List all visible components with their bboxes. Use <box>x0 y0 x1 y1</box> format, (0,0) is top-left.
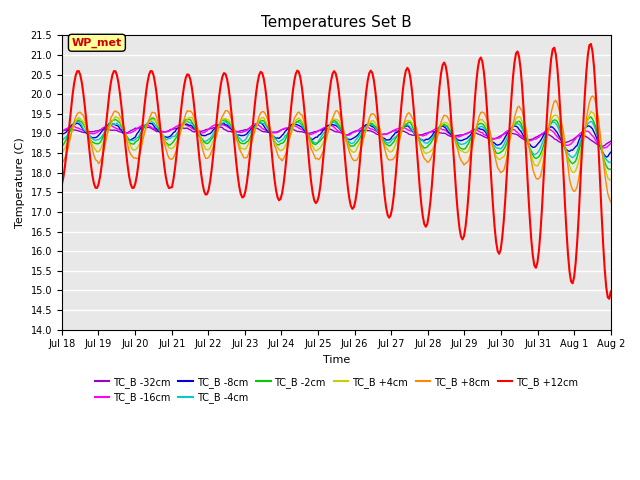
TC_B -8cm <box>300 126 307 132</box>
TC_B +8cm <box>125 148 133 154</box>
TC_B +4cm <box>221 116 229 121</box>
TC_B -8cm <box>607 149 614 155</box>
TC_B -2cm <box>58 142 66 148</box>
TC_B +4cm <box>58 149 66 155</box>
TC_B +4cm <box>249 131 257 137</box>
TC_B -32cm <box>241 127 249 132</box>
TC_B -32cm <box>251 125 259 131</box>
TC_B -4cm <box>58 137 66 143</box>
TC_B -32cm <box>578 132 586 138</box>
TC_B -16cm <box>601 145 609 151</box>
TC_B -8cm <box>249 124 257 130</box>
Title: Temperatures Set B: Temperatures Set B <box>261 15 412 30</box>
TC_B -8cm <box>125 137 133 143</box>
TC_B -2cm <box>298 120 306 126</box>
TC_B +12cm <box>577 183 584 189</box>
Line: TC_B -16cm: TC_B -16cm <box>62 124 611 148</box>
TC_B -16cm <box>607 140 614 146</box>
TC_B +8cm <box>607 199 614 205</box>
Line: TC_B +12cm: TC_B +12cm <box>62 44 611 299</box>
TC_B -2cm <box>607 166 614 172</box>
TC_B -8cm <box>578 131 586 137</box>
TC_B +4cm <box>298 119 306 125</box>
TC_B -32cm <box>214 124 221 130</box>
TC_B -2cm <box>221 117 229 123</box>
Line: TC_B -2cm: TC_B -2cm <box>62 117 611 169</box>
TC_B +8cm <box>589 93 596 99</box>
TC_B -16cm <box>252 121 260 127</box>
TC_B +8cm <box>58 158 66 164</box>
TC_B +12cm <box>240 193 248 199</box>
TC_B +4cm <box>125 140 133 145</box>
TC_B +12cm <box>298 85 306 91</box>
TC_B -16cm <box>125 130 133 136</box>
TC_B -4cm <box>74 118 81 124</box>
TC_B +12cm <box>605 296 613 301</box>
TC_B -2cm <box>240 141 248 146</box>
TC_B +12cm <box>587 41 595 47</box>
TC_B +4cm <box>607 177 614 183</box>
TC_B -16cm <box>240 129 248 134</box>
Legend: TC_B -32cm, TC_B -16cm, TC_B -8cm, TC_B -4cm, TC_B -2cm, TC_B +4cm, TC_B +8cm, T: TC_B -32cm, TC_B -16cm, TC_B -8cm, TC_B … <box>91 373 582 407</box>
TC_B -16cm <box>300 128 307 133</box>
Line: TC_B -32cm: TC_B -32cm <box>62 127 611 146</box>
TC_B -4cm <box>300 125 307 131</box>
TC_B +4cm <box>577 151 584 157</box>
TC_B -2cm <box>587 114 595 120</box>
TC_B -2cm <box>577 143 584 149</box>
Text: WP_met: WP_met <box>72 37 122 48</box>
Y-axis label: Temperature (C): Temperature (C) <box>15 137 25 228</box>
TC_B +12cm <box>249 120 257 125</box>
TC_B -8cm <box>602 154 610 160</box>
TC_B -4cm <box>241 137 249 143</box>
TC_B +4cm <box>240 146 248 152</box>
TC_B -32cm <box>223 128 231 134</box>
TC_B +8cm <box>240 155 248 161</box>
TC_B -4cm <box>605 160 613 166</box>
TC_B +12cm <box>58 181 66 187</box>
TC_B -8cm <box>240 132 248 138</box>
Line: TC_B -8cm: TC_B -8cm <box>62 123 611 157</box>
TC_B +8cm <box>221 108 229 113</box>
TC_B -32cm <box>598 144 605 149</box>
TC_B -2cm <box>125 139 133 145</box>
TC_B -32cm <box>58 128 66 133</box>
TC_B +8cm <box>298 112 306 118</box>
TC_B -16cm <box>221 123 229 129</box>
TC_B +8cm <box>577 166 584 172</box>
TC_B -16cm <box>58 128 66 133</box>
TC_B -32cm <box>300 130 307 135</box>
TC_B -4cm <box>223 120 231 126</box>
TC_B -4cm <box>127 138 134 144</box>
TC_B +12cm <box>221 71 229 77</box>
TC_B -2cm <box>605 167 613 172</box>
TC_B -16cm <box>578 129 586 135</box>
Line: TC_B +4cm: TC_B +4cm <box>62 111 611 180</box>
TC_B -32cm <box>607 138 614 144</box>
TC_B -16cm <box>249 121 257 127</box>
TC_B -2cm <box>249 129 257 135</box>
Line: TC_B +8cm: TC_B +8cm <box>62 96 611 202</box>
X-axis label: Time: Time <box>323 355 350 365</box>
TC_B -4cm <box>607 159 614 165</box>
TC_B -8cm <box>58 132 66 137</box>
TC_B -8cm <box>255 120 263 126</box>
Line: TC_B -4cm: TC_B -4cm <box>62 121 611 163</box>
TC_B +4cm <box>587 108 595 114</box>
TC_B -8cm <box>221 122 229 128</box>
TC_B +12cm <box>607 288 614 294</box>
TC_B -4cm <box>578 134 586 140</box>
TC_B -32cm <box>125 129 133 134</box>
TC_B +12cm <box>125 174 133 180</box>
TC_B +8cm <box>249 134 257 140</box>
TC_B -4cm <box>251 125 259 131</box>
